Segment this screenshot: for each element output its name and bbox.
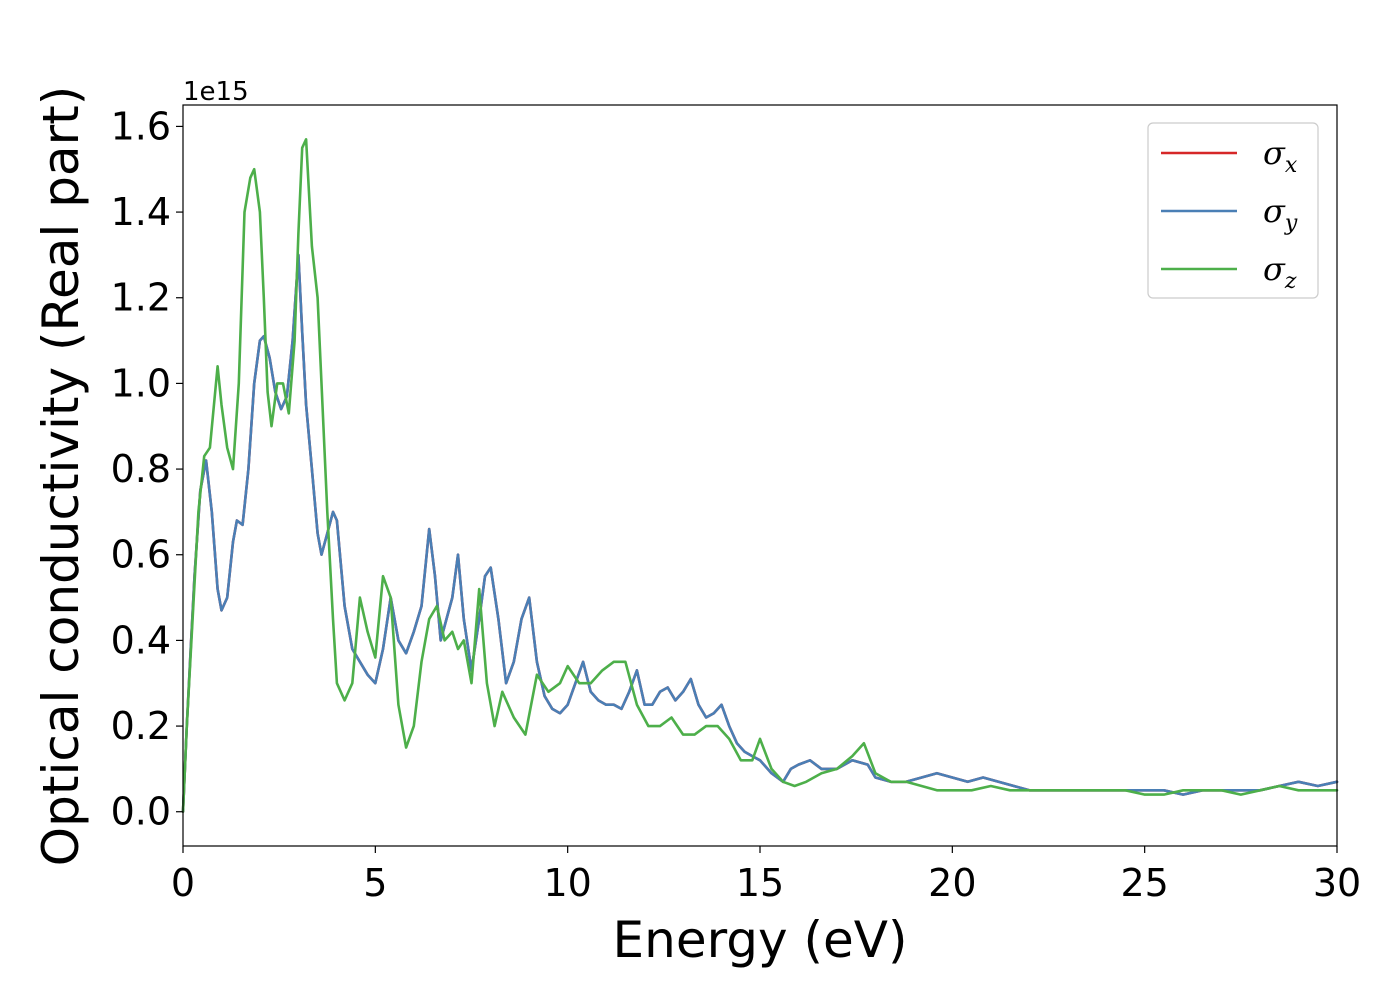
y-tick-label: 0.6 — [111, 533, 171, 577]
y-tick-label: 1.2 — [111, 276, 171, 320]
x-tick-label: 0 — [171, 861, 195, 905]
y-tick-label: 1.4 — [111, 190, 171, 234]
x-tick-label: 15 — [736, 861, 784, 905]
x-tick-label: 30 — [1313, 861, 1361, 905]
y-tick-label: 0.0 — [111, 790, 171, 834]
plot-background — [183, 105, 1337, 846]
y-tick-label: 1.6 — [111, 104, 171, 148]
series-line-sigma-z — [181, 138, 1339, 814]
series-line-sigma-y — [181, 253, 1339, 814]
y-tick-label: 0.4 — [111, 618, 171, 662]
x-tick-label: 5 — [363, 861, 387, 905]
x-tick-label: 25 — [1120, 861, 1168, 905]
y-axis-title: Optical conductivity (Real part) — [32, 86, 90, 867]
legend-subscript: y — [1284, 211, 1298, 236]
x-tick-label: 20 — [928, 861, 976, 905]
y-offset-label: 1e15 — [183, 77, 249, 107]
legend-subscript: z — [1284, 269, 1297, 294]
legend-subscript: x — [1285, 153, 1298, 178]
x-axis-title: Energy (eV) — [613, 911, 908, 969]
legend-label-sigma-y: σy — [1263, 192, 1298, 236]
x-axis: 0 5 10 15 20 25 30 — [171, 846, 1361, 905]
y-tick-label: 0.2 — [111, 704, 171, 748]
y-axis: 0.0 0.2 0.4 0.6 0.8 1.0 1.2 1.4 1.6 — [111, 104, 183, 834]
series-layer — [181, 138, 1339, 814]
x-tick-label: 10 — [543, 861, 591, 905]
y-tick-label: 0.8 — [111, 447, 171, 491]
y-tick-label: 1.0 — [111, 361, 171, 405]
